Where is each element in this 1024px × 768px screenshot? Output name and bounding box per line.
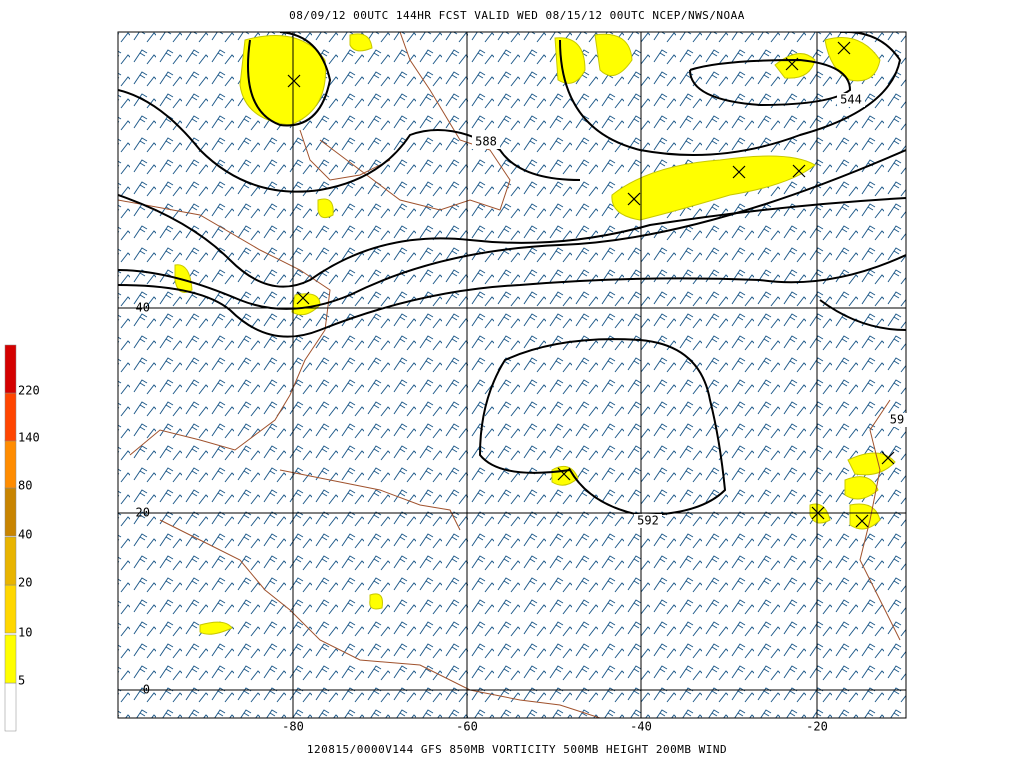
- map-caption: 120815/0000V144 GFS 850MB VORTICITY 500M…: [307, 743, 727, 756]
- colorbar-segment: [4, 682, 17, 732]
- lon-label: -80: [282, 720, 304, 734]
- coastlines: [118, 32, 901, 718]
- colorbar-label: 40: [18, 528, 32, 542]
- colorbar-segment: [4, 439, 17, 489]
- lon-label: -20: [806, 720, 828, 734]
- lat-label: 20: [136, 506, 150, 520]
- colorbar-segment: [4, 392, 17, 442]
- contour-label: 592: [637, 514, 659, 528]
- colorbar-label: 140: [18, 431, 40, 445]
- contour-label: 588: [475, 135, 497, 149]
- colorbar-label: 10: [18, 626, 32, 640]
- vorticity-maxima: [287, 41, 895, 528]
- lat-label: 0: [143, 683, 150, 697]
- contour-label-bg: [837, 93, 865, 107]
- contour-label: 59: [890, 413, 904, 427]
- colorbar-label: 220: [18, 384, 40, 398]
- map-frame: [117, 31, 907, 719]
- map-title: 08/09/12 00UTC 144HR FCST VALID WED 08/1…: [289, 9, 745, 22]
- colorbar: 5 10 20 40 80 140 220: [4, 344, 40, 732]
- contour-label-bg: [472, 135, 500, 149]
- lat-label: 40: [136, 301, 150, 315]
- map-labels: 40 20 0 -80 -60 -40 -20 588 544 592 59: [136, 93, 911, 734]
- contour-label: 544: [840, 93, 862, 107]
- colorbar-label: 5: [18, 674, 25, 688]
- colorbar-segment: [4, 536, 17, 586]
- lon-label: -40: [630, 720, 652, 734]
- colorbar-segment: [4, 487, 17, 537]
- contour-label-bg: [634, 514, 662, 528]
- contour-label-bg: [883, 413, 911, 427]
- wind-barbs: [118, 32, 906, 718]
- colorbar-label: 20: [18, 576, 32, 590]
- colorbar-segment: [4, 344, 17, 394]
- colorbar-segment: [4, 634, 17, 684]
- graticule: [118, 32, 906, 718]
- lon-label: -60: [456, 720, 478, 734]
- map-area: [118, 32, 906, 718]
- colorbar-label: 80: [18, 479, 32, 493]
- colorbar-segment: [4, 584, 17, 634]
